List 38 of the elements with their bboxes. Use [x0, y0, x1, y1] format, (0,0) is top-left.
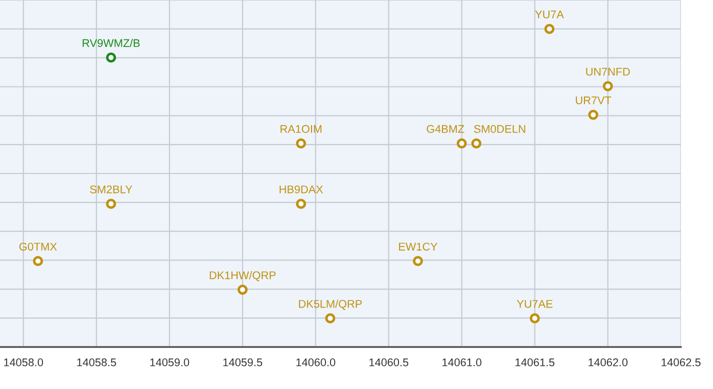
x-tick-label: 14059.0: [150, 358, 190, 366]
annotation: RV9WMZ/B: [82, 38, 140, 48]
annotation: HB9DAX: [280, 185, 323, 194]
point: [106, 198, 116, 209]
x-tick-label: 14058.5: [77, 358, 116, 366]
annotation: UN7NFD: [586, 68, 630, 76]
x-tick-label: 14060.0: [296, 358, 336, 366]
annotation: YU7AE: [516, 300, 553, 308]
annotation: UR7VT: [576, 96, 612, 104]
x-tick-label: 14062.5: [662, 358, 701, 366]
point: [296, 198, 306, 209]
point: [325, 313, 336, 324]
point: [238, 284, 248, 295]
point: [471, 138, 482, 148]
annotation: DK1HW/QRP: [210, 271, 276, 282]
x-tick-label: 14062.0: [588, 358, 628, 366]
point: [588, 110, 598, 120]
annotation: G4BMZ: [426, 125, 464, 133]
x-tick-label: 14058.0: [4, 358, 44, 366]
annotation: YU7A: [535, 10, 564, 18]
annotation: RA1OIM: [280, 125, 322, 133]
annotation: SM2BLY: [90, 185, 132, 194]
point: [602, 81, 613, 92]
point: [32, 256, 44, 266]
x-tick-label: 14061.0: [442, 358, 482, 366]
point: [544, 24, 554, 34]
point: [106, 52, 116, 63]
annotation: SM0DELN: [474, 125, 526, 133]
point: [456, 138, 467, 148]
point: [412, 256, 423, 266]
point: [296, 138, 306, 148]
x-tick-label: 14061.5: [516, 358, 554, 366]
x-tick-label: 14060.5: [369, 358, 408, 366]
annotation: G0TMX: [19, 242, 57, 251]
annotation: EW1CY: [399, 242, 438, 251]
annotation: DK5LM/QRP: [299, 300, 362, 310]
point: [530, 313, 540, 324]
x-tick-label: 14059.5: [223, 358, 262, 366]
